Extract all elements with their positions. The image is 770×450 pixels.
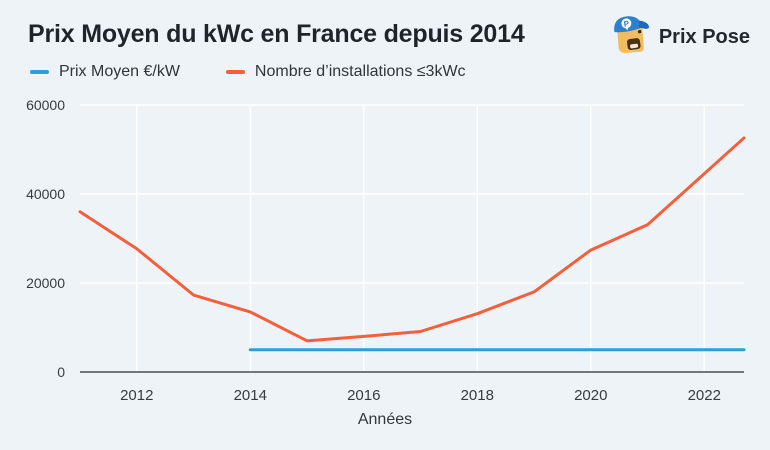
- brand-logo[interactable]: P Prix Pose: [609, 13, 750, 62]
- legend-item-installations[interactable]: Nombre d’installations ≤3kWc: [225, 63, 466, 81]
- y-tick-label: 40000: [26, 186, 65, 202]
- chart-legend: Prix Moyen €/kW Nombre d’installations ≤…: [30, 63, 466, 81]
- legend-label-installations: Nombre d’installations ≤3kWc: [254, 63, 466, 80]
- prix-moyen-swatch-icon: [30, 70, 49, 74]
- y-tick-label: 60000: [26, 97, 65, 113]
- x-tick-label: 2016: [347, 387, 380, 404]
- svg-text:P: P: [623, 19, 630, 29]
- x-tick-label: 2012: [120, 387, 153, 404]
- x-tick-label: 2014: [234, 387, 267, 404]
- page-title: Prix Moyen du kWc en France depuis 2014: [28, 20, 525, 48]
- x-axis-title: Années: [357, 411, 413, 428]
- prixpose-mascot-icon: P: [609, 13, 651, 62]
- brand-name: Prix Pose: [658, 26, 750, 48]
- legend-label-prix-moyen: Prix Moyen €/kW: [59, 63, 180, 80]
- x-tick-label: 2018: [461, 387, 494, 404]
- y-tick-label: 0: [57, 364, 65, 380]
- installations-line: [78, 136, 746, 343]
- legend-item-prix-moyen[interactable]: Prix Moyen €/kW: [30, 63, 180, 81]
- x-tick-label: 2022: [688, 387, 721, 404]
- x-tick-label: 2020: [574, 387, 607, 404]
- y-tick-label: 20000: [26, 275, 65, 291]
- installations-swatch-icon: [225, 70, 245, 74]
